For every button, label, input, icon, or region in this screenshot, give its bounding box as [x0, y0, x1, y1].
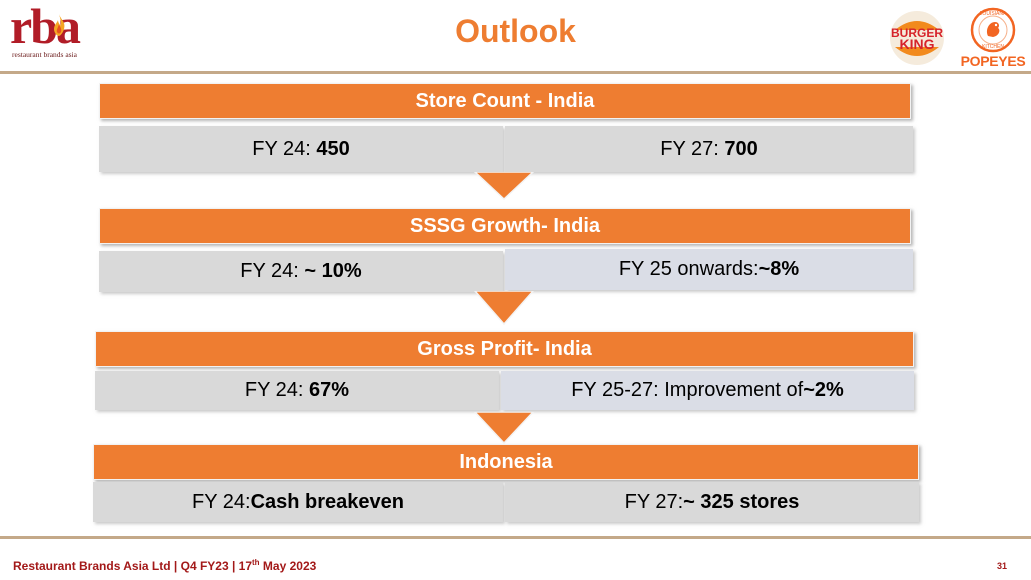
left-metric: FY 24: Cash breakeven: [93, 482, 503, 522]
metric-value: ~ 325 stores: [683, 490, 800, 513]
rba-logo-letters: rba: [10, 0, 81, 54]
popeyes-wordmark: POPEYES: [960, 53, 1026, 69]
rba-tagline: restaurant brands asia: [12, 50, 77, 59]
down-arrow-icon: [473, 172, 535, 200]
popeyes-ring-bottom: KITCHEN: [982, 44, 1004, 50]
left-metric: FY 24: ~ 10%: [99, 251, 503, 292]
gross-profit-block: Gross Profit- India FY 24: 67% FY 25-27:…: [95, 331, 914, 413]
metric-value: 450: [316, 137, 350, 160]
popeyes-logo: LOUISIANA KITCHEN POPEYES: [955, 6, 1031, 69]
metric-value: Cash breakeven: [250, 490, 404, 513]
block-header: Indonesia: [93, 444, 919, 480]
down-arrow-icon: [474, 291, 534, 325]
footer-divider: [0, 536, 1031, 539]
popeyes-emblem-icon: LOUISIANA KITCHEN: [970, 7, 1016, 53]
left-metric: FY 24: 67%: [95, 371, 499, 410]
metric-label: FY 25 onwards:: [618, 258, 759, 280]
footer-text: Restaurant Brands Asia Ltd | Q4 FY23 | 1…: [13, 558, 316, 573]
flame-icon: [54, 14, 65, 36]
metric-label: FY 24:: [192, 490, 251, 513]
footer-superscript: th: [252, 558, 260, 567]
burger-king-logo: BURGER KING: [890, 11, 944, 65]
metric-label: FY 24:: [244, 379, 304, 401]
metric-label: FY 27:: [624, 490, 684, 513]
left-metric: FY 24: 450: [99, 126, 503, 172]
bk-logo-line2: KING: [900, 36, 935, 52]
metric-label: FY 25-27: Improvement of: [571, 379, 804, 401]
right-metric: FY 25-27: Improvement of ~2%: [501, 371, 914, 410]
footer-text-date: May 2023: [259, 559, 317, 573]
bk-logo-line1: BURGER: [891, 26, 943, 40]
right-metric: FY 27: 700: [505, 126, 913, 172]
metric-value: ~8%: [758, 258, 800, 280]
metric-label: FY 24:: [240, 260, 299, 282]
rba-logo: rba restaurant brands asia: [10, 0, 110, 66]
sssg-growth-block: SSSG Growth- India FY 24: ~ 10% FY 25 on…: [99, 208, 913, 292]
metric-value: ~2%: [803, 379, 844, 401]
metric-value: 700: [724, 137, 758, 160]
header-divider: [0, 71, 1031, 74]
right-metric: FY 25 onwards: ~8%: [505, 249, 913, 290]
metric-label: FY 24:: [252, 137, 311, 160]
block-header: Gross Profit- India: [95, 331, 914, 367]
indonesia-block: Indonesia FY 24: Cash breakeven FY 27: ~…: [93, 444, 919, 524]
footer-text-main: Restaurant Brands Asia Ltd | Q4 FY23 | 1…: [13, 559, 253, 573]
page-number: 31: [996, 561, 1007, 571]
block-header: Store Count - India: [99, 83, 911, 119]
metric-value: 67%: [309, 379, 350, 401]
popeyes-ring-top: LOUISIANA: [980, 11, 1007, 17]
metric-label: FY 27:: [660, 137, 719, 160]
store-count-block: Store Count - India FY 24: 450 FY 27: 70…: [99, 83, 913, 173]
page-title: Outlook: [455, 13, 576, 49]
right-metric: FY 27: ~ 325 stores: [505, 482, 919, 522]
metric-value: ~ 10%: [304, 260, 362, 282]
down-arrow-icon: [473, 412, 535, 444]
block-header: SSSG Growth- India: [99, 208, 911, 244]
